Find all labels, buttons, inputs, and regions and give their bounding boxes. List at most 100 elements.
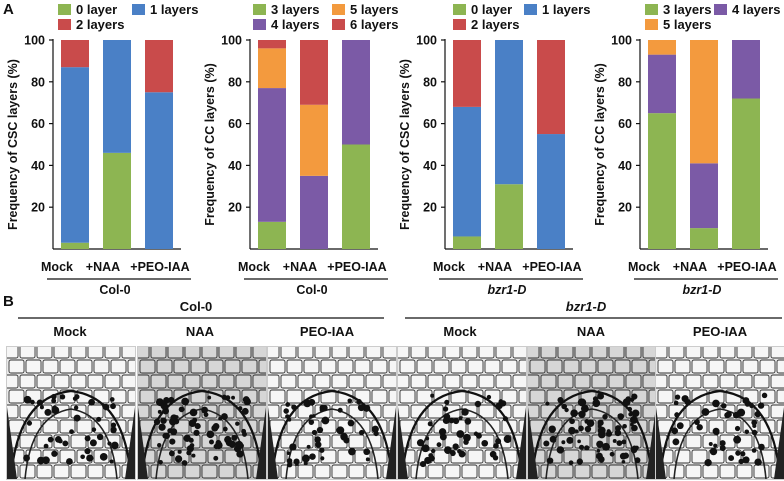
y-tick-label: 20 [228,201,242,215]
category-label: Mock [41,260,73,274]
category-label: Mock [238,260,270,274]
bar-segment [453,40,481,107]
group-label: bzr1-D [683,283,722,297]
bar-segment [342,144,370,249]
legend-label: 5 layers [663,17,711,32]
bar-segment [537,40,565,135]
legend-swatch [332,4,345,15]
bar-segment [258,40,286,49]
panel-b-column-label: PEO-IAA [693,324,748,339]
y-tick-label: 40 [31,159,45,173]
y-tick-label: 100 [24,34,45,48]
bar-segment [61,242,89,249]
micrograph-col0-naa [137,346,267,480]
chart-2: 3 layers 5 layers 4 layers 6 layers 20 40 60 80… [203,2,398,297]
category-label: +PEO-IAA [522,260,581,274]
y-tick-label: 60 [618,117,632,131]
category-label: +PEO-IAA [717,260,776,274]
micrograph-col0-peo-iaa [267,346,397,480]
legend-label: 0 layer [471,2,512,17]
panel-b-group-label: bzr1-D [566,299,607,314]
y-axis-label: Frequency of CC layers (%) [203,63,217,226]
micrograph-bzr1d-naa [527,346,657,480]
y-tick-label: 100 [416,34,437,48]
chart-1: 0 layer 1 layers 2 layers 20 40 60 80 100 Freque… [6,2,198,297]
panel-a-charts: 0 layer 1 layers 2 layers 20 40 60 80 100 Freque… [6,2,780,297]
category-label: Mock [628,260,660,274]
group-label: bzr1-D [488,283,527,297]
y-tick-label: 80 [618,75,632,89]
legend-swatch [645,4,658,15]
group-label: Col-0 [99,283,130,297]
category-label: Mock [433,260,465,274]
y-tick-label: 60 [31,117,45,131]
bar-segment [648,40,676,55]
bar-segment [61,67,89,243]
bar-segment [690,40,718,164]
category-label: +NAA [86,260,120,274]
legend-label: 2 layers [471,17,519,32]
bar-segment [342,40,370,145]
bar-segment [258,48,286,89]
bar-segment [300,104,328,176]
panel-b-column-label: NAA [186,324,215,339]
bar-segment [103,152,131,249]
micrograph-col0-mock [6,346,136,480]
y-tick-label: 100 [221,34,242,48]
panel-label-a: A [3,1,14,18]
panel-label-b: B [3,293,14,310]
legend-swatch [453,4,466,15]
legend-swatch [645,19,658,30]
bar-segment [300,175,328,249]
category-label: +NAA [673,260,707,274]
legend-label: 0 layer [76,2,117,17]
panel-b-column-label: PEO-IAA [300,324,355,339]
micrograph-image [398,347,526,479]
legend-swatch [132,4,145,15]
legend-swatch [253,4,266,15]
bar-segment [103,40,131,153]
y-tick-label: 100 [611,34,632,48]
y-tick-label: 60 [228,117,242,131]
legend-label: 4 layers [732,2,780,17]
legend-label: 5 layers [350,2,398,17]
bar-segment [453,106,481,237]
micrograph-image [528,347,656,479]
legend-swatch [453,19,466,30]
legend-label: 3 layers [663,2,711,17]
micrograph-bzr1d-mock [397,346,527,480]
bar-segment [732,98,760,250]
legend-label: 1 layers [150,2,198,17]
legend-swatch [524,4,537,15]
bar-segment [495,184,523,249]
bar-segment [258,88,286,222]
bar-segment [145,92,173,249]
panel-b-group-label: Col-0 [180,299,213,314]
legend-swatch [253,19,266,30]
bar-segment [495,40,523,185]
category-label: +PEO-IAA [130,260,189,274]
group-label: Col-0 [296,283,327,297]
legend-swatch [58,19,71,30]
panel-b-column-label: Mock [53,324,87,339]
bar-segment [648,54,676,114]
y-tick-label: 20 [423,201,437,215]
micrograph-bzr1d-peo-iaa [655,346,784,480]
micrograph-image [7,347,135,479]
bar-segment [300,40,328,105]
y-tick-label: 80 [423,75,437,89]
legend-label: 1 layers [542,2,590,17]
y-tick-label: 20 [31,201,45,215]
y-tick-label: 40 [618,159,632,173]
bar-segment [690,228,718,249]
legend-swatch [714,4,727,15]
micrograph-image [138,347,266,479]
y-tick-label: 40 [423,159,437,173]
y-tick-label: 60 [423,117,437,131]
chart-4: 3 layers 4 layers 5 layers 20 40 60 80 100 Frequ… [593,2,780,297]
category-label: +NAA [478,260,512,274]
bar-segment [732,40,760,99]
y-tick-label: 40 [228,159,242,173]
bar-segment [648,113,676,250]
